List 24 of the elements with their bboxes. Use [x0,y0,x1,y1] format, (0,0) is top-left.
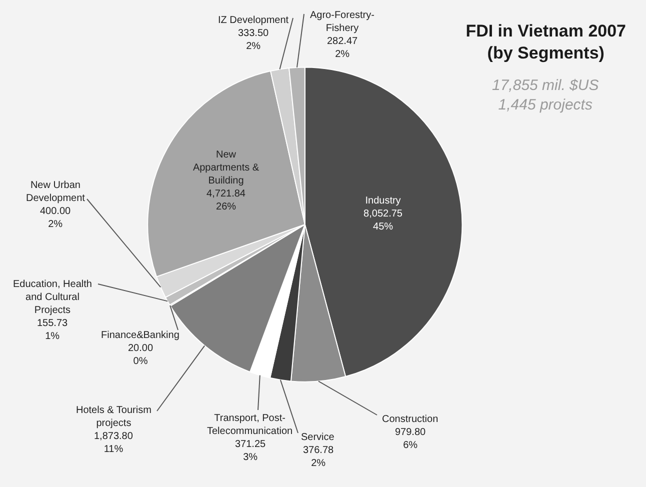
text: 17,855 mil. $US 1,445 projects [492,77,599,114]
data-label: 376.78 2% [303,445,334,469]
data-label: 4,721.84 26% [206,188,246,212]
data-label: 979.80 6% [395,427,426,451]
slice-label: Agro-Forestry-Fishery [310,10,374,34]
data-label: 333.50 2% [238,28,270,52]
slice-label: Construction [382,414,438,425]
slice-label: Finance&Banking [101,330,180,341]
data-label: 282.47 2% [327,36,358,60]
slice-label: New Appartments & Building [192,149,260,186]
text: FDI in Vietnam 2007 (by Segments) [466,22,626,63]
data-label: 371.25 3% [235,439,266,463]
slice-label: New Urban Development [26,180,86,204]
slice-label: Hotels & Tourism projects [76,405,152,429]
slice-label: Transport, Post-Telecommunication [207,413,293,437]
slice-label: IZ Development [218,15,289,26]
slice-label: Service [301,432,335,443]
data-label: 1,873.80 11% [94,431,134,455]
data-label: 155.73 1% [37,318,68,342]
data-label: 400.00 2% [40,206,72,230]
slice-label: Industry [365,196,401,207]
slice-label: Education, Health and Cultural Projects [13,279,92,316]
data-label: 20.00 0% [128,343,154,367]
data-label: 8,052.75 45% [364,208,403,233]
